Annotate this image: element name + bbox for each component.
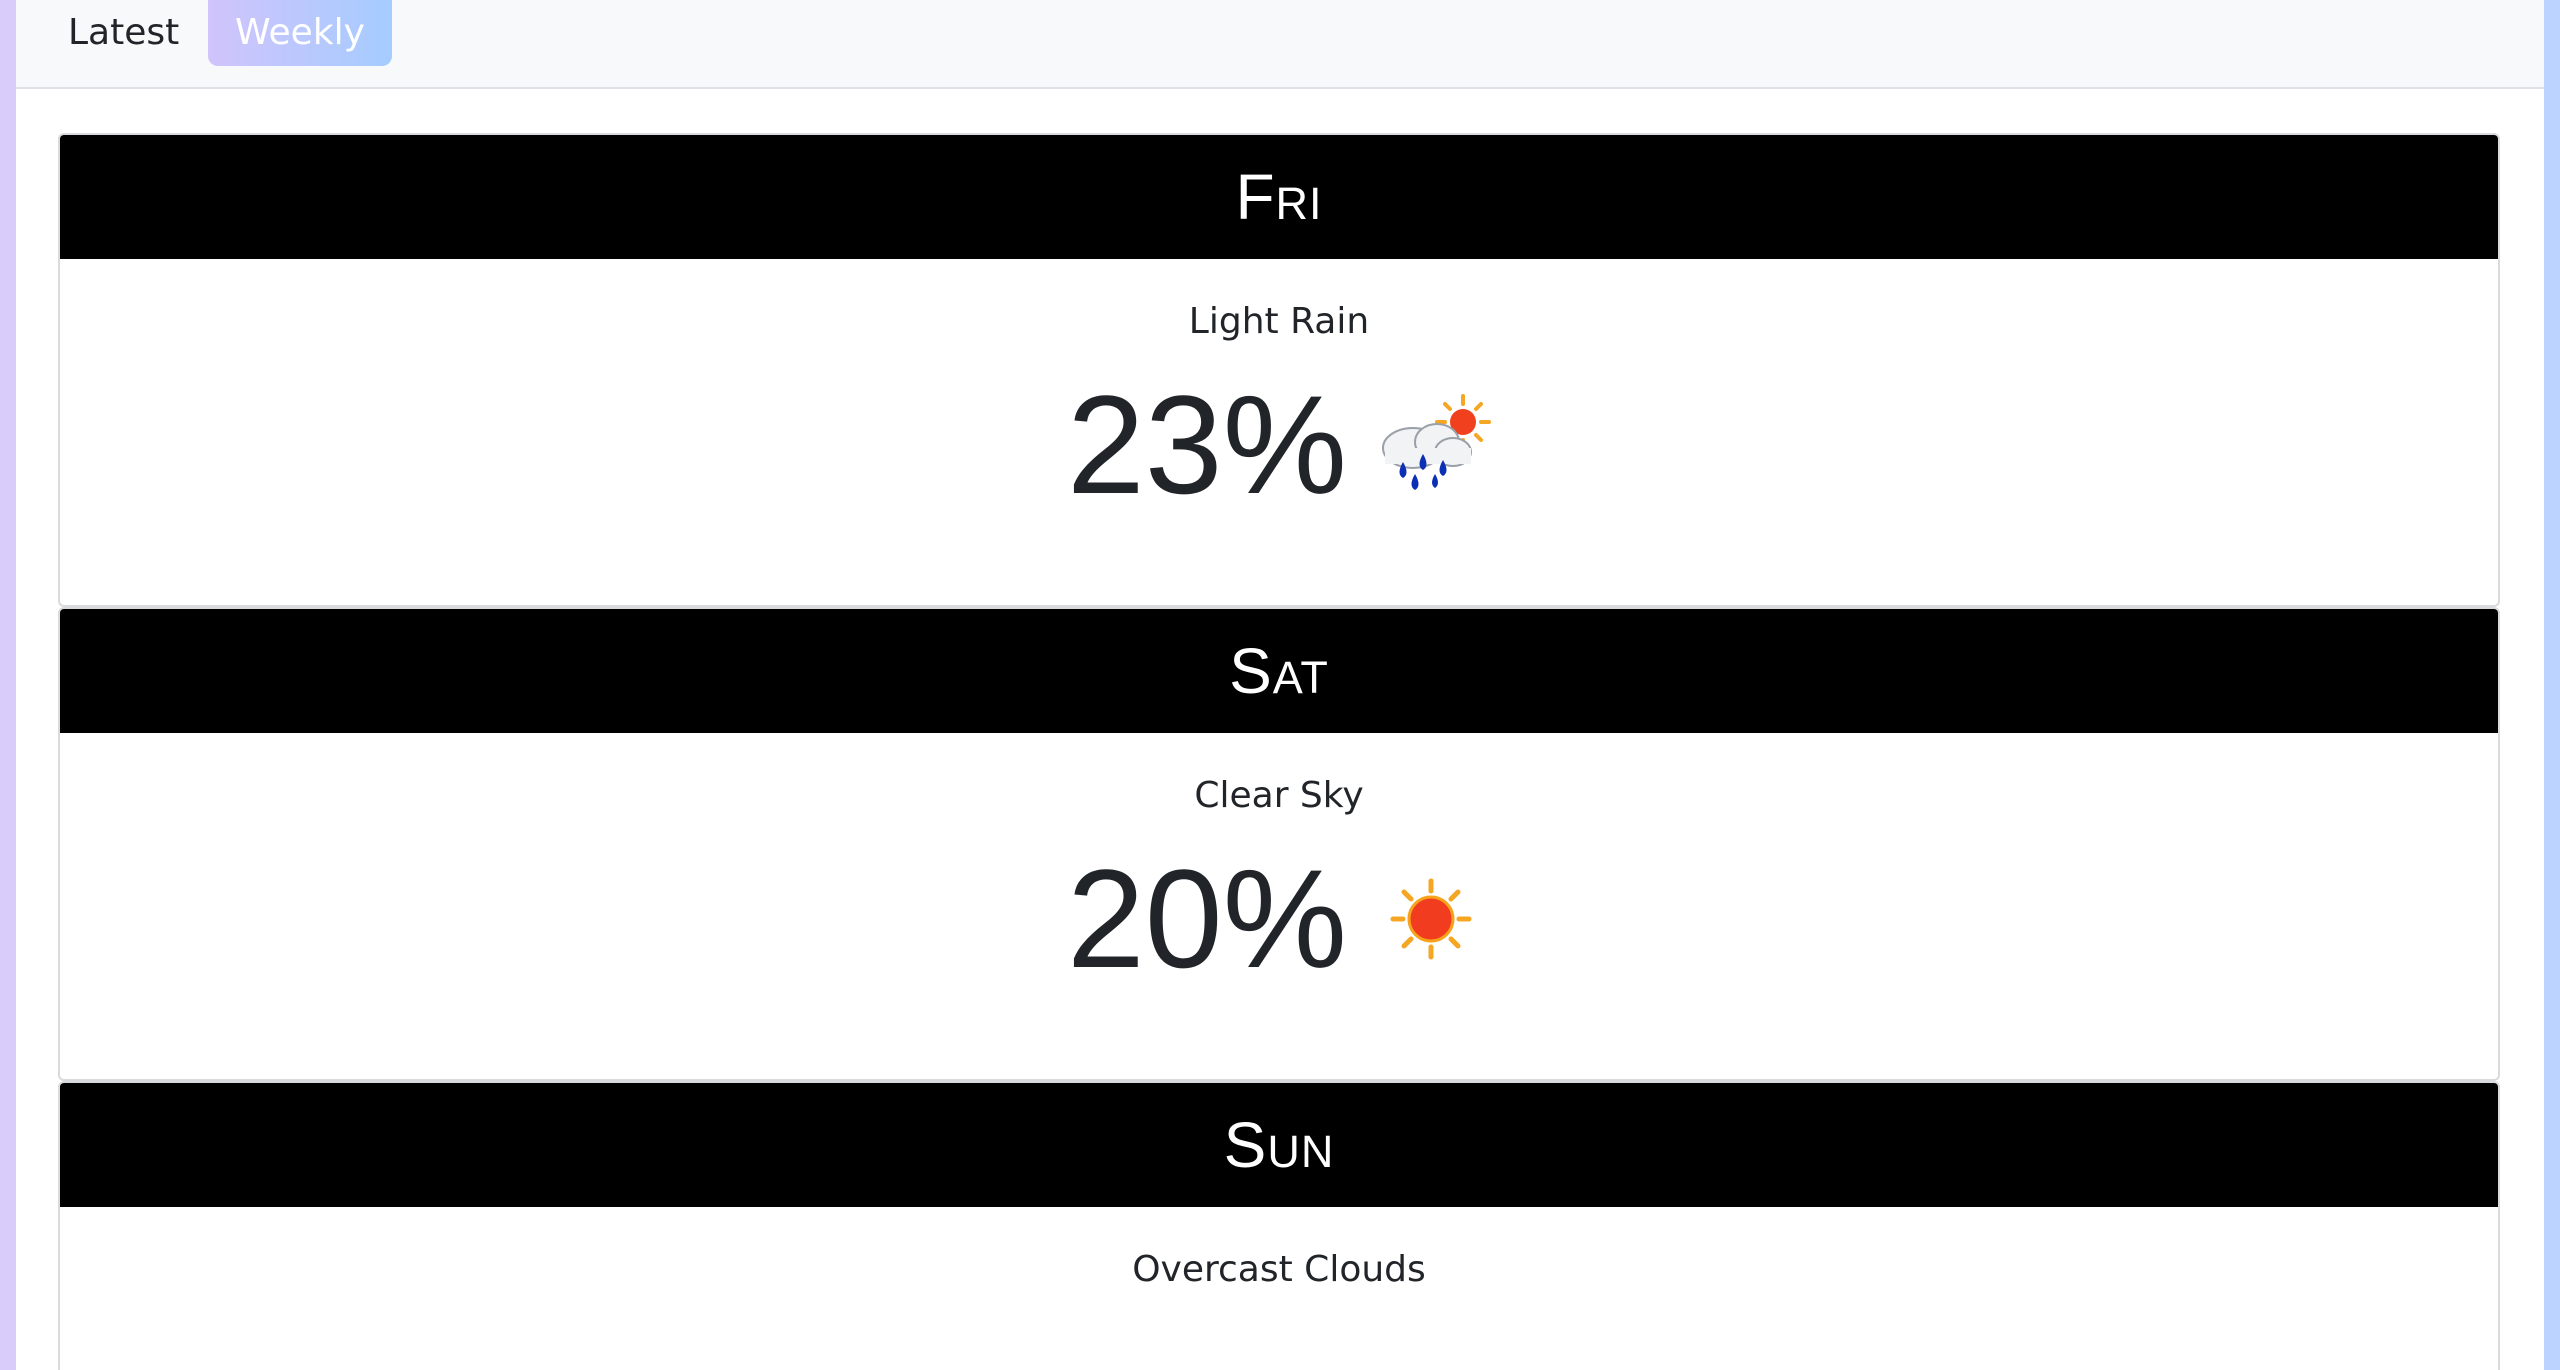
- weekly-forecast-list: Fri Light Rain 23%: [58, 133, 2500, 1370]
- forecast-description: Light Rain: [1188, 301, 1370, 342]
- forecast-card-sat: Sat Clear Sky 20%: [58, 607, 2500, 1081]
- forecast-description: Overcast Clouds: [1132, 1249, 1426, 1290]
- rain-sun-icon: [1371, 390, 1492, 500]
- sun-icon: [1371, 864, 1491, 974]
- forecast-value: 20%: [1066, 840, 1348, 997]
- left-edge: [0, 0, 16, 1370]
- forecast-value: 23%: [1066, 366, 1348, 523]
- forecast-day: Fri: [60, 135, 2498, 259]
- tab-weekly[interactable]: Weekly: [208, 0, 392, 66]
- forecast-card-fri: Fri Light Rain 23%: [58, 133, 2500, 607]
- forecast-value-row: 20%: [60, 844, 2498, 994]
- forecast-day: Sat: [60, 609, 2498, 733]
- forecast-day: Sun: [60, 1083, 2498, 1207]
- forecast-value-row: 23%: [60, 370, 2498, 520]
- right-edge: [2544, 0, 2560, 1370]
- weather-app: Latest Weekly Fri Light Rain 23%: [16, 0, 2544, 1370]
- forecast-card-sun: Sun Overcast Clouds: [58, 1081, 2500, 1370]
- tab-latest[interactable]: Latest: [68, 12, 180, 53]
- tab-bar: Latest Weekly: [16, 0, 2544, 89]
- forecast-description: Clear Sky: [1194, 775, 1364, 816]
